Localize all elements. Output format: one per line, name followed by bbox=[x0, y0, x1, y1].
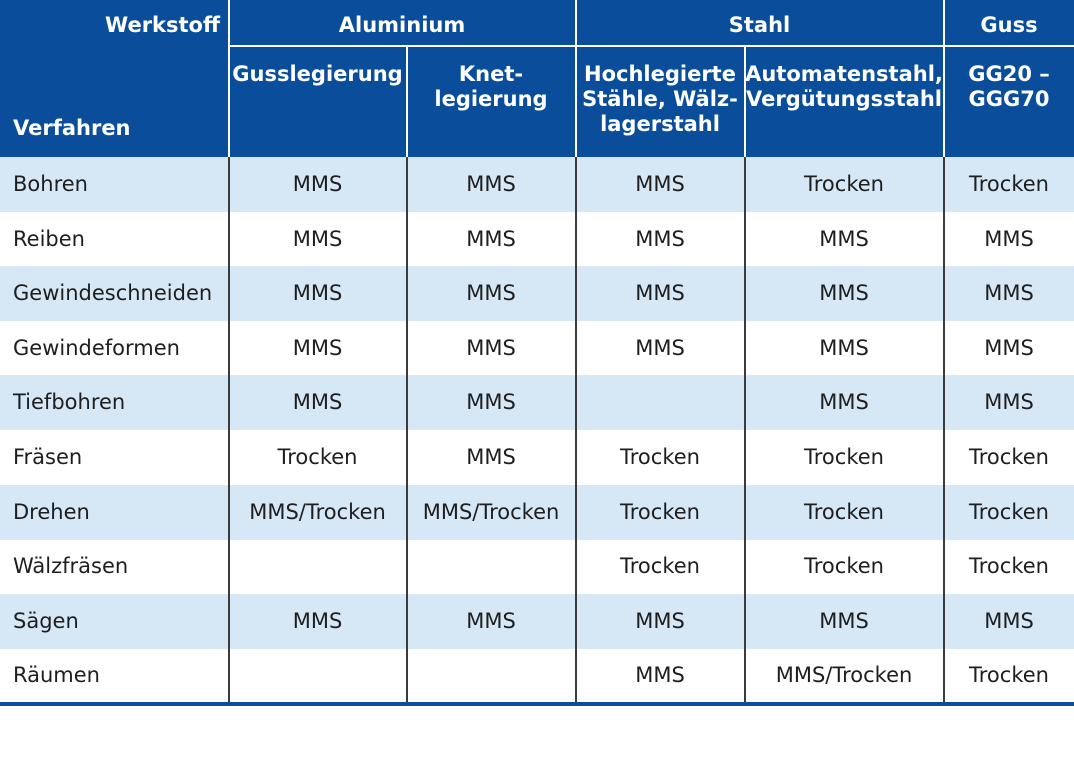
table-cell: MMS bbox=[635, 281, 685, 306]
table-cell: MMS/Trocken bbox=[775, 663, 913, 688]
table-cell bbox=[576, 375, 744, 430]
table-header: Werkstoff Verfahren Aluminium Stahl Guss… bbox=[0, 0, 1074, 157]
table-row: Räumen MMS MMS/Trocken Trocken bbox=[0, 648, 1074, 703]
table-cell: MMS bbox=[292, 172, 343, 196]
table-cell: MMS bbox=[466, 172, 516, 196]
table-row: Gewindeschneiden MMS MMS MMS MMS MMS bbox=[0, 266, 1074, 322]
row-label: Gewindeformen bbox=[13, 335, 180, 360]
header-werkstoff: Werkstoff bbox=[105, 13, 220, 37]
table-cell: Trocken bbox=[969, 554, 1049, 579]
table-cell: MMS bbox=[466, 390, 516, 415]
row-label: Drehen bbox=[13, 499, 90, 524]
header-divider bbox=[744, 46, 746, 157]
table-cell: Trocken bbox=[804, 554, 884, 579]
table-bottom-border bbox=[0, 702, 1074, 706]
table-cell: MMS bbox=[635, 608, 685, 633]
table-row: Wälzfräsen Trocken Trocken Trocken bbox=[0, 539, 1074, 594]
table-cell: Trocken bbox=[969, 172, 1049, 196]
table-cell: MMS bbox=[292, 335, 343, 360]
table-row: Bohren MMS MMS MMS Trocken Trocken bbox=[0, 157, 1074, 212]
table-cell: Trocken bbox=[969, 663, 1049, 688]
row-label: Räumen bbox=[13, 663, 100, 688]
table-cell: MMS bbox=[984, 390, 1034, 415]
table-cell: MMS/Trocken bbox=[249, 499, 386, 524]
table-cell: MMS bbox=[292, 390, 343, 415]
table-cell: MMS bbox=[292, 281, 343, 306]
header-divider bbox=[228, 0, 230, 157]
table-cell: MMS bbox=[984, 608, 1034, 633]
table-row: Gewindeformen MMS MMS MMS MMS MMS bbox=[0, 321, 1074, 376]
table-cell: MMS bbox=[819, 226, 869, 251]
header-group-divider bbox=[229, 45, 1074, 47]
table-cell: MMS bbox=[292, 226, 343, 251]
row-label: Fräsen bbox=[13, 445, 83, 469]
table-cell: MMS bbox=[635, 335, 685, 360]
subheader-gg20-ggg70: GG20 – GGG70 bbox=[968, 62, 1050, 111]
table-cell: Trocken bbox=[969, 445, 1049, 469]
table-row: Fräsen Trocken MMS Trocken Trocken Trocken bbox=[0, 430, 1074, 485]
table-cell: Trocken bbox=[804, 445, 884, 469]
column-divider bbox=[575, 157, 577, 703]
table-cell: Trocken bbox=[969, 499, 1049, 524]
subheader-automatenstahl: Automatenstahl, Vergütungsstahl bbox=[745, 62, 943, 111]
table-cell: Trocken bbox=[804, 172, 884, 196]
table-cell: MMS bbox=[984, 281, 1034, 306]
table-cell: MMS bbox=[819, 281, 869, 306]
table-row: Tiefbohren MMS MMS MMS MMS bbox=[0, 375, 1074, 431]
header-divider bbox=[406, 46, 408, 157]
table-row: Reiben MMS MMS MMS MMS MMS bbox=[0, 212, 1074, 267]
column-divider bbox=[744, 157, 746, 703]
table-cell bbox=[407, 648, 575, 703]
column-divider bbox=[406, 157, 408, 703]
table-cell: MMS bbox=[466, 608, 516, 633]
table-cell: MMS bbox=[466, 445, 516, 469]
table-cell bbox=[407, 539, 575, 594]
column-divider bbox=[228, 157, 230, 703]
row-label: Sägen bbox=[13, 608, 79, 633]
table-cell: Trocken bbox=[804, 499, 884, 524]
table-cell: MMS bbox=[466, 226, 516, 251]
group-aluminium: Aluminium bbox=[338, 13, 466, 37]
header-divider bbox=[943, 0, 945, 157]
table-cell: MMS bbox=[292, 608, 343, 633]
table-cell: MMS bbox=[635, 226, 685, 251]
table-row: Sägen MMS MMS MMS MMS MMS bbox=[0, 593, 1074, 649]
table-cell: MMS bbox=[466, 281, 516, 306]
table-cell: MMS bbox=[819, 608, 869, 633]
subheader-gusslegierung: Gusslegierung bbox=[232, 62, 403, 86]
row-label: Reiben bbox=[13, 226, 85, 251]
row-label: Gewindeschneiden bbox=[13, 281, 213, 306]
group-stahl: Stahl bbox=[728, 13, 791, 37]
table-row: Drehen MMS/Trocken MMS/Trocken Trocken Trock… bbox=[0, 484, 1074, 540]
table-cell: MMS/Trocken bbox=[422, 499, 560, 524]
header-divider bbox=[575, 0, 577, 157]
subheader-knetlegierung: Knet- legierung bbox=[434, 62, 548, 111]
table-cell: MMS bbox=[819, 335, 869, 360]
row-label: Wälzfräsen bbox=[13, 554, 129, 579]
table-cell: MMS bbox=[984, 335, 1034, 360]
column-divider bbox=[943, 157, 945, 703]
header-verfahren: Verfahren bbox=[13, 116, 131, 140]
table-cell bbox=[229, 539, 406, 594]
table-cell: MMS bbox=[635, 172, 685, 196]
table-cell: MMS bbox=[466, 335, 516, 360]
table-cell: Trocken bbox=[620, 499, 700, 524]
table-cell bbox=[229, 648, 406, 703]
table-cell: MMS bbox=[819, 390, 869, 415]
table-cell: Trocken bbox=[277, 445, 358, 469]
table-cell: Trocken bbox=[620, 554, 700, 579]
group-guss: Guss bbox=[980, 13, 1038, 37]
subheader-hochlegierte-staehle: Hochlegierte Stähle, Wälz- lagerstahl bbox=[582, 62, 738, 136]
row-label: Bohren bbox=[13, 172, 88, 196]
table-cell: MMS bbox=[984, 226, 1034, 251]
table-cell: Trocken bbox=[620, 445, 700, 469]
table-cell: MMS bbox=[635, 663, 685, 688]
row-label: Tiefbohren bbox=[13, 390, 126, 415]
